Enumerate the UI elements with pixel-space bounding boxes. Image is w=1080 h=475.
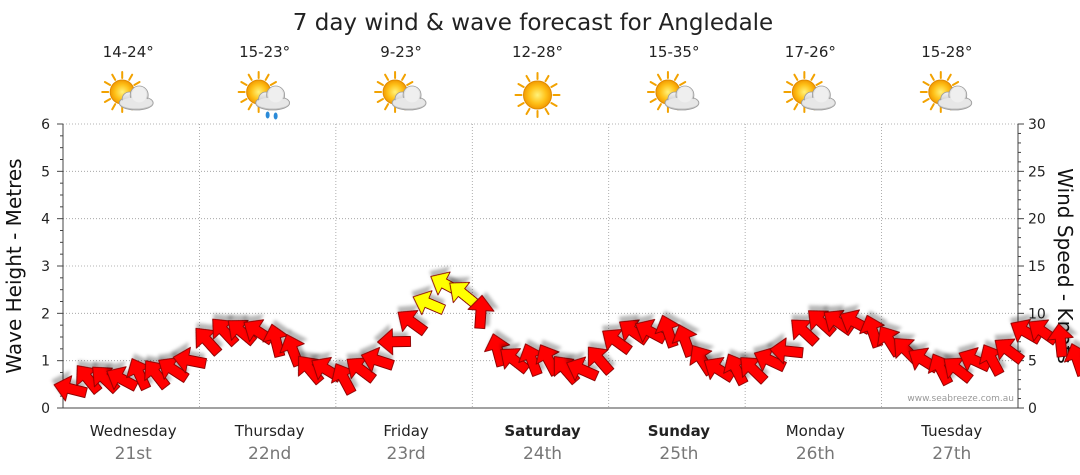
left-tick-label: 2	[41, 306, 50, 322]
partly-cloudy-icon	[101, 71, 154, 113]
left-axis-ticks: 0 1 2 3 4 5 6	[41, 117, 63, 417]
day-name: Friday	[383, 422, 429, 440]
wind-arrow	[566, 356, 600, 382]
sunny-icon	[514, 72, 561, 118]
day-temperature: 9-23°	[380, 43, 422, 61]
day-name: Thursday	[234, 422, 305, 440]
day-date: 27th	[932, 444, 971, 464]
day-date: 25th	[659, 444, 698, 464]
day-labels: Wednesday 21st Thursday 22nd Friday 23rd Satur…	[90, 422, 983, 464]
day-date: 24th	[523, 444, 562, 464]
day-temperature: 15-23°	[239, 43, 290, 61]
wind-arrow	[1063, 343, 1080, 377]
left-tick-label: 6	[41, 117, 50, 133]
wind-arrow	[518, 343, 544, 377]
left-tick-label: 4	[41, 212, 50, 228]
wind-arrow	[346, 357, 377, 384]
right-tick-label: 0	[1028, 401, 1037, 417]
right-tick-label: 25	[1028, 164, 1046, 180]
partly-cloudy-icon	[783, 71, 836, 113]
wind-arrow	[397, 310, 429, 337]
left-tick-label: 3	[41, 259, 50, 275]
day-temperature: 12-28°	[512, 43, 563, 61]
wind-arrow	[76, 365, 103, 395]
wind-arrow	[158, 357, 190, 383]
grid	[63, 123, 1018, 408]
day-temperature: 15-35°	[648, 43, 699, 61]
wind-arrow	[144, 360, 171, 391]
right-tick-label: 20	[1028, 212, 1046, 228]
day-name: Wednesday	[90, 422, 177, 440]
day-temperature: 14-24°	[103, 43, 154, 61]
day-date: 23rd	[387, 444, 426, 464]
right-tick-label: 15	[1028, 259, 1046, 275]
day-name: Tuesday	[920, 422, 982, 440]
day-date: 22nd	[248, 444, 291, 464]
wind-arrow	[53, 375, 88, 402]
wind-arrow	[172, 346, 208, 374]
wind-arrow	[994, 338, 1025, 365]
wind-arrow	[449, 281, 480, 309]
wind-arrow	[195, 327, 223, 357]
wind-arrow	[467, 294, 495, 330]
wind-arrow	[126, 358, 152, 392]
credit-text: www.seabreeze.com.au	[907, 394, 1014, 404]
day-date: 26th	[796, 444, 835, 464]
right-tick-label: 10	[1028, 306, 1046, 322]
right-tick-label: 30	[1028, 117, 1046, 133]
day-temperature: 17-26°	[785, 43, 836, 61]
wind-arrow	[791, 319, 820, 347]
day-date: 21st	[115, 444, 152, 464]
wind-arrow	[377, 328, 412, 356]
wind-arrow	[943, 357, 974, 384]
wind-arrow	[602, 328, 633, 356]
left-tick-label: 5	[41, 164, 50, 180]
left-axis-label: Wave Height - Metres	[2, 158, 26, 373]
wind-arrow	[740, 357, 769, 385]
right-axis-ticks: 0 5 10 15 20 25 30	[1018, 117, 1046, 417]
right-tick-label: 5	[1028, 354, 1037, 370]
wind-arrow	[412, 290, 446, 316]
chart-title: 7 day wind & wave forecast for Angledale	[293, 10, 773, 36]
day-name: Saturday	[504, 422, 581, 440]
wind-arrow	[360, 346, 395, 373]
day-temperature: 15-28°	[921, 43, 972, 61]
wind-arrow	[1046, 323, 1074, 358]
left-tick-label: 1	[41, 354, 50, 370]
day-name: Monday	[786, 422, 845, 440]
wind-arrow	[106, 366, 139, 392]
wind-arrows	[53, 271, 1080, 402]
wind-arrow	[587, 346, 615, 376]
partly-cloudy-icon	[646, 71, 700, 113]
wind-arrow	[769, 337, 804, 365]
partly-cloudy-icon	[919, 71, 973, 113]
daily-weather-row: 14-24° 15-23° 9-23° 12-28° 15-35° 17-26° 15-28…	[101, 43, 973, 120]
sun-cloud-rain-icon	[237, 71, 291, 120]
left-tick-label: 0	[41, 401, 50, 417]
partly-cloudy-icon	[374, 71, 427, 113]
wind-arrow	[500, 348, 531, 375]
day-name: Sunday	[648, 422, 711, 440]
